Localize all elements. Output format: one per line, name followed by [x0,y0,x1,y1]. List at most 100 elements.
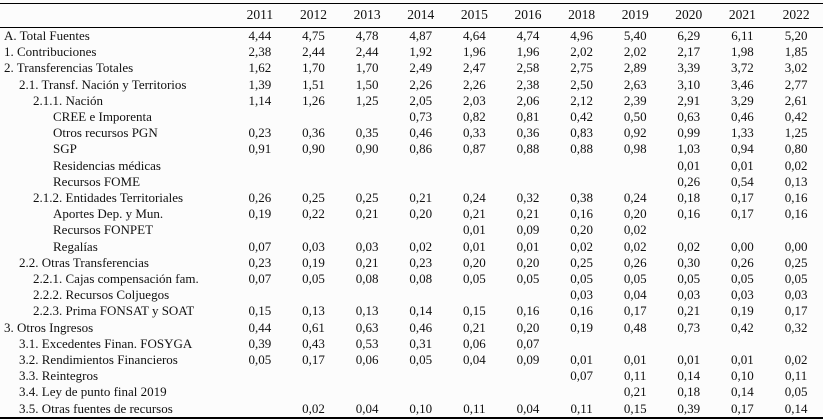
value-cell: 5,20 [784,28,808,43]
row-label: Otros recursos PGN [53,125,158,141]
value-cell [340,174,394,190]
value-cell: 0,14 [409,303,433,319]
value-cell: 0,36 [516,125,540,141]
value-cell [233,109,287,125]
value-cell: 0,25 [302,190,325,206]
value-cell [501,287,555,303]
value-cell: 0,05 [677,271,701,287]
value-cell: 5,40 [623,28,647,43]
corner-header [0,3,234,28]
value-cell [233,158,287,174]
table-row: 2.1.2. Entidades Territoriales 0,26 0,25 0,… [0,190,823,206]
value-cell [287,109,341,125]
value-cell: 2,91 [677,92,701,108]
year-header: 2016 [501,3,555,28]
value-cell: 0,03 [784,287,808,303]
value-cell: 2,38 [516,76,540,92]
value-cell: 0,13 [302,303,325,319]
value-cell: 0,90 [355,141,379,157]
row-label: 2.2. Otras Transferencias [19,254,149,270]
value-cell [555,158,609,174]
value-cell: 0,73 [677,319,701,335]
value-cell: 2,44 [355,44,379,60]
value-cell: 0,31 [409,335,433,351]
table-row: 2.2.2. Recursos Coljuegos 0,03 0,04 0,03 0,0… [0,287,823,303]
table-row: 1. Contribuciones 2,38 2,44 2,44 1,92 1,96 1,9… [0,44,823,60]
value-cell: 0,21 [462,319,486,335]
value-cell: 1,39 [248,76,272,92]
value-cell: 0,05 [516,271,540,287]
value-cell: 0,88 [570,141,593,157]
value-cell: 0,16 [784,206,808,222]
value-cell [501,368,555,384]
value-cell: 0,43 [302,335,325,351]
value-cell [394,384,448,400]
value-cell: 0,02 [784,352,808,368]
value-cell: 0,13 [355,303,379,319]
year-header: 2012 [286,3,341,28]
value-cell: 0,21 [516,206,540,222]
value-cell [608,158,662,174]
value-cell [340,287,394,303]
value-cell: 2,06 [516,92,540,108]
year-header: 2013 [340,3,394,28]
row-label: 3.5. Otras fuentes de recursos [19,400,173,416]
value-cell [287,287,341,303]
value-cell: 2,47 [462,60,486,76]
value-cell [287,384,341,400]
table-row: 3.4. Ley de punto final 2019 0,21 0,18 0,14… [0,384,823,400]
value-cell: 3,46 [731,76,754,92]
value-cell: 1,25 [784,125,808,141]
value-cell [769,336,823,352]
value-cell: 2,26 [462,76,486,92]
table-row: 2.1. Transf. Nación y Territorios 1,39 1,5… [0,77,823,93]
value-cell: 3,29 [731,92,754,108]
value-cell: 1,26 [302,92,325,108]
year-header: 2014 [393,3,448,28]
value-cell: 0,06 [355,352,379,368]
value-cell: 0,02 [570,238,593,254]
value-cell: 0,63 [677,109,701,125]
value-cell [448,384,502,400]
table-row: Recursos FONPET 0,01 0,09 0,20 0,02 [0,222,823,238]
value-cell: 2,50 [570,76,593,92]
value-cell: 0,02 [623,238,647,254]
table-row: 2.2.1. Cajas compensación fam. 0,07 0,05 0,… [0,271,823,287]
value-cell [340,222,394,238]
value-cell: 0,05 [570,271,593,287]
value-cell: 4,78 [355,28,379,43]
value-cell: 0,08 [355,271,379,287]
value-cell: 0,19 [248,206,272,222]
value-cell: 2,61 [784,92,808,108]
value-cell: 0,01 [731,352,754,368]
value-cell [340,384,394,400]
value-cell: 0,39 [677,400,701,416]
value-cell: 0,80 [784,141,808,157]
row-label: 2. Transferencias Totales [4,60,134,76]
value-cell: 1,70 [355,60,379,76]
value-cell: 0,26 [677,173,701,189]
value-cell: 0,15 [462,303,486,319]
value-cell: 0,14 [731,384,754,400]
value-cell: 1,51 [302,76,325,92]
value-cell [233,401,287,418]
value-cell [394,174,448,190]
value-cell [233,222,287,238]
value-cell: 0,05 [409,352,433,368]
row-label: Residencias médicas [53,157,161,173]
value-cell: 0,25 [570,254,593,270]
year-header: 2018 [554,3,609,28]
value-cell: 6,29 [677,28,701,43]
value-cell: 1,14 [248,92,272,108]
value-cell: 0,20 [570,222,593,238]
value-cell: 0,21 [355,254,379,270]
value-cell: 1,98 [731,44,754,60]
value-cell: 0,17 [302,352,325,368]
value-cell [394,368,448,384]
value-cell [394,222,448,238]
value-cell: 0,07 [570,368,593,384]
value-cell [501,384,555,400]
table-row: Recursos FOME 0,26 0,54 0,13 [0,174,823,190]
value-cell: 0,20 [516,319,540,335]
